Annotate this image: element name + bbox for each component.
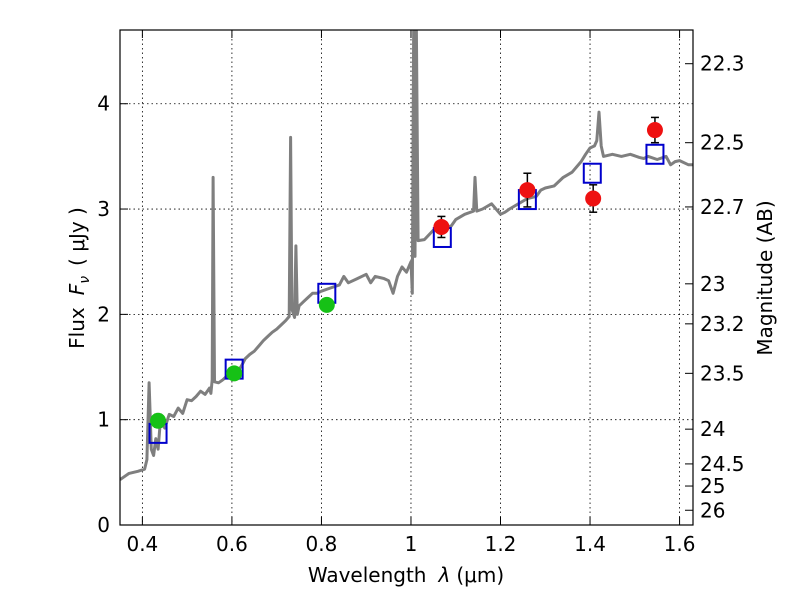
right-tick-label: 23.5 [700,361,745,385]
x-tick-label: 1.2 [485,532,517,556]
y-axis-title: FluxFν( μJy ) [65,207,93,349]
y-tick-label: 1 [97,408,110,432]
right-axis-title: Magnitude (AB) [753,200,777,355]
right-tick-label: 24.5 [700,452,745,476]
model-square-marker [645,143,665,165]
x-axis-title: Wavelength λ (μm) [308,563,504,587]
y-tick-label: 2 [97,302,110,326]
right-tick-label: 26 [700,498,725,522]
red-data-point [585,190,602,207]
x-tick-label: 0.6 [216,532,248,556]
green-data-point [318,296,335,313]
right-tick-label: 24 [700,417,725,441]
red-data-point [519,182,536,199]
y-tick-label: 3 [97,197,110,221]
right-tick-label: 22.5 [700,131,745,155]
model-square-marker [582,162,602,184]
tick-layer: 0.4 0.6 0.8 1 1.2 1.4 1.601234262524.52423.523… [97,30,745,556]
green-data-point [226,365,243,382]
model-spectrum-layer [120,30,693,481]
y-tick-label: 4 [97,92,110,116]
marker-layer [148,116,665,444]
right-tick-label: 23 [700,272,725,296]
red-data-point [433,218,450,235]
model-spectrum-line [120,30,693,481]
grid [120,30,693,526]
y-tick-label: 0 [97,513,110,537]
x-tick-label: 1.6 [664,532,696,556]
plot-frame [119,29,694,526]
green-data-point [150,412,167,429]
x-tick-label: 0.8 [306,532,338,556]
right-tick-label: 22.7 [700,195,745,219]
right-tick-label: 22.3 [700,52,745,76]
x-tick-label: 0.4 [126,532,158,556]
right-tick-label: 23.2 [700,312,745,336]
right-tick-label: 25 [700,474,725,498]
red-data-point [646,122,663,139]
x-tick-label: 1.4 [574,532,606,556]
x-tick-label: 1 [405,532,418,556]
